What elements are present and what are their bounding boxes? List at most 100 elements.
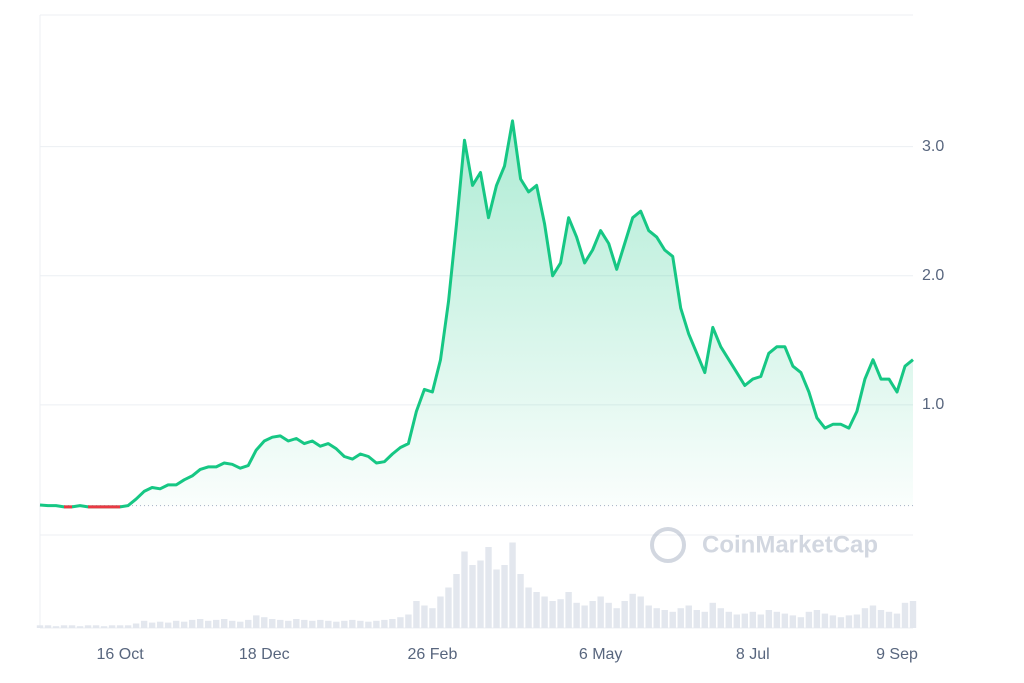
volume-bar xyxy=(445,587,452,628)
volume-bar xyxy=(421,605,428,628)
volume-bar xyxy=(381,619,388,628)
volume-bar xyxy=(885,611,893,628)
volume-bar xyxy=(837,617,845,628)
volume-bar xyxy=(789,615,797,628)
volume-bar xyxy=(717,608,724,628)
volume-bar xyxy=(509,542,516,628)
volume-bar xyxy=(645,605,652,628)
volume-bar xyxy=(341,620,348,628)
volume-bar xyxy=(813,610,821,628)
volume-bar xyxy=(76,626,84,628)
volume-bar xyxy=(773,611,781,628)
volume-bar xyxy=(389,619,396,628)
volume-bar xyxy=(909,601,917,628)
volume-bar xyxy=(677,608,684,628)
volume-bar xyxy=(317,619,324,628)
volume-bar xyxy=(525,587,532,628)
volume-bar xyxy=(621,601,628,628)
volume-bar xyxy=(148,622,156,628)
volume-bar xyxy=(733,614,741,628)
volume-bar xyxy=(164,622,172,628)
volume-bar xyxy=(549,601,556,628)
volume-bar xyxy=(245,619,252,628)
volume-bar xyxy=(541,596,548,628)
volume-bar xyxy=(253,615,260,628)
volume-bar xyxy=(333,621,340,628)
volume-bar xyxy=(180,621,188,628)
volume-bar xyxy=(517,574,524,628)
volume-bar xyxy=(429,608,436,628)
volume-bar xyxy=(365,621,372,628)
volume-bar xyxy=(861,608,869,628)
volume-bar xyxy=(581,605,588,628)
volume-bar xyxy=(269,619,276,628)
volume-bar xyxy=(557,599,564,628)
volume-bar xyxy=(589,601,596,628)
volume-bar xyxy=(413,601,420,628)
volume-bar xyxy=(92,625,100,628)
volume-bar xyxy=(156,621,164,628)
volume-bar xyxy=(829,615,837,628)
y-tick-label: 2.0 xyxy=(922,267,944,284)
volume-bar xyxy=(685,605,692,628)
volume-bar xyxy=(461,551,468,628)
volume-bar xyxy=(36,625,44,628)
x-tick-label: 9 Sep xyxy=(876,646,918,663)
volume-bar xyxy=(565,592,572,628)
x-tick-label: 16 Oct xyxy=(97,646,145,663)
volume-bar xyxy=(68,625,76,628)
volume-bar xyxy=(172,620,180,628)
watermark-text: CoinMarketCap xyxy=(702,531,878,558)
volume-bar xyxy=(221,619,228,628)
watermark-logo xyxy=(650,527,686,563)
volume-bar xyxy=(325,620,332,628)
volume-bar xyxy=(493,569,500,628)
volume-bar xyxy=(709,602,716,628)
volume-bar xyxy=(477,560,484,628)
volume-bar xyxy=(285,620,292,628)
volume-bar xyxy=(52,626,60,628)
watermark: CoinMarketCap xyxy=(650,527,878,563)
volume-bar xyxy=(108,625,116,628)
volume-bar xyxy=(725,611,732,628)
volume-bar xyxy=(869,605,877,628)
volume-bar xyxy=(237,621,244,628)
volume-bar xyxy=(132,623,140,628)
y-tick-label: 1.0 xyxy=(922,396,944,413)
volume-bar xyxy=(397,617,404,628)
price-area xyxy=(40,120,913,507)
volume-bar xyxy=(653,608,660,628)
x-tick-label: 6 May xyxy=(579,646,623,663)
volume-bar xyxy=(501,565,508,628)
volume-bar xyxy=(188,619,196,628)
volume-bar xyxy=(140,620,148,628)
volume-bar xyxy=(301,619,308,628)
x-tick-label: 18 Dec xyxy=(239,646,290,663)
volume-bar xyxy=(613,608,620,628)
volume-bar xyxy=(845,615,853,628)
volume-bar xyxy=(757,614,765,628)
volume-bar xyxy=(84,625,92,628)
volume-bar xyxy=(573,602,580,628)
x-tick-label: 26 Feb xyxy=(408,646,458,663)
volume-bar xyxy=(453,574,460,628)
volume-bar xyxy=(373,620,380,628)
volume-bar xyxy=(405,614,412,628)
volume-bar xyxy=(485,547,492,628)
volume-bar xyxy=(669,611,676,628)
volume-bar xyxy=(357,620,364,628)
volume-bar xyxy=(605,602,612,628)
volume-bar xyxy=(349,619,356,628)
volume-bar xyxy=(877,610,885,628)
y-tick-label: 3.0 xyxy=(922,138,944,155)
volume-bar xyxy=(661,610,668,628)
volume-bar xyxy=(309,620,316,628)
volume-bar xyxy=(212,619,220,628)
volume-bar xyxy=(597,596,604,628)
volume-bar xyxy=(116,625,124,628)
volume-bar xyxy=(229,620,236,628)
volume-bar xyxy=(749,611,757,628)
volume-bar xyxy=(100,626,108,628)
price-line xyxy=(39,119,914,509)
